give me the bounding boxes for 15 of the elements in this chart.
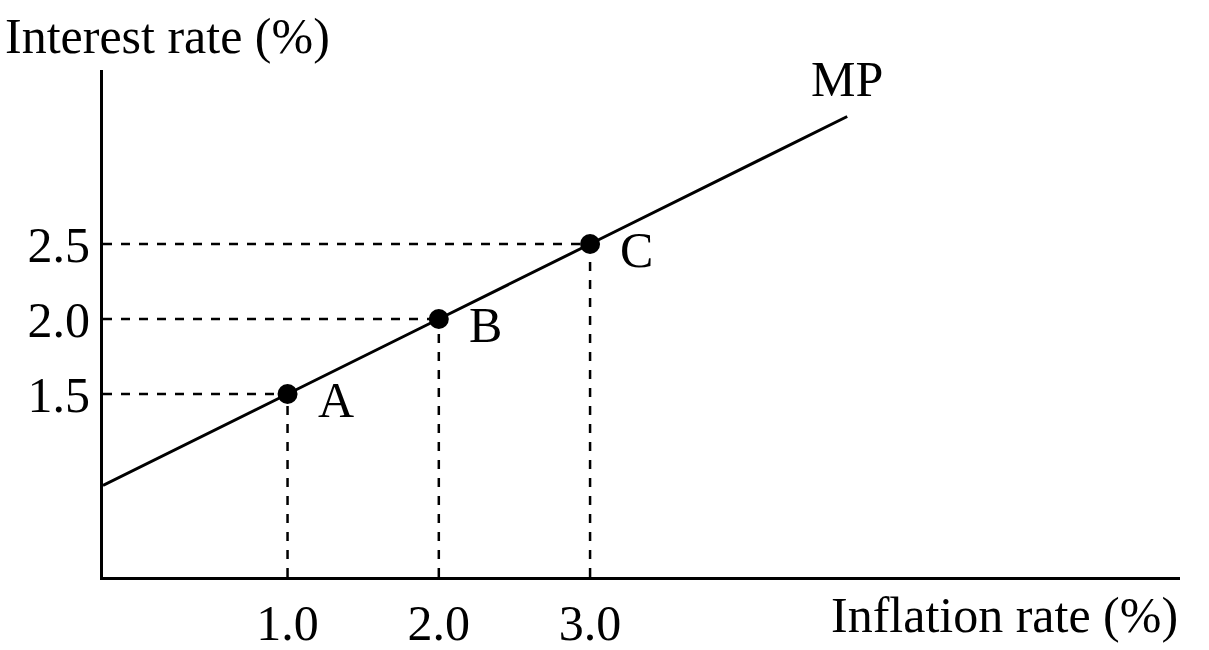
x-tick-label: 1.0 [256,595,319,650]
y-axis-title: Interest rate (%) [5,8,330,64]
point [580,234,601,254]
point [428,309,449,329]
annotation: B [469,297,503,353]
y-tick-label: 1.5 [27,366,90,423]
series-label: MP [811,51,884,107]
x-axis-title: Inflation rate (%) [831,587,1179,643]
x-tick-label: 2.0 [407,595,471,650]
x-tick-label: 3.0 [558,595,622,650]
point [277,384,298,404]
y-tick-label: 2.0 [27,291,90,348]
y-tick-label: 2.5 [27,216,90,273]
annotation: C [620,222,654,278]
annotation: A [318,372,355,428]
